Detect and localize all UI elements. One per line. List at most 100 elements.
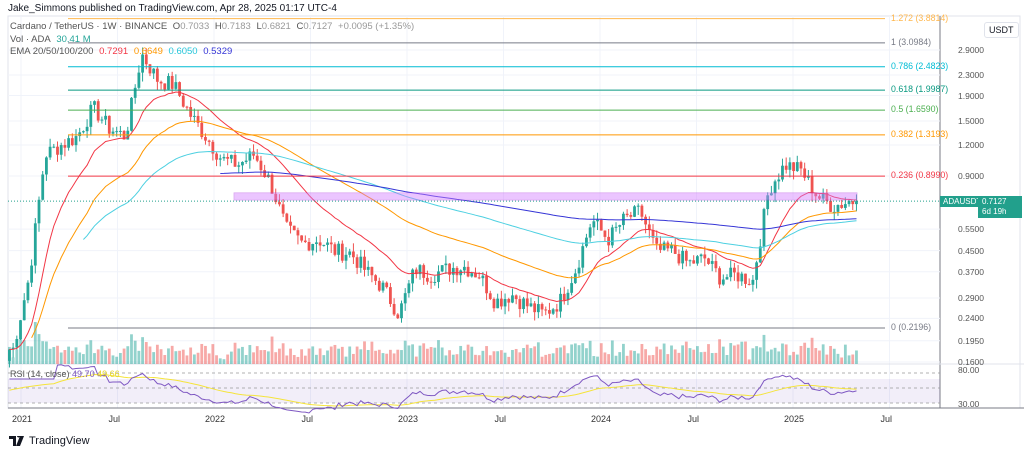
candle-body [821, 193, 825, 199]
volume-bar [640, 343, 644, 364]
candle-body [218, 158, 222, 160]
ohlc-row: Cardano / TetherUS · 1W · BINANCE O0.703… [10, 21, 417, 34]
ema-label[interactable]: EMA 20/50/100/200 [10, 46, 94, 57]
rsi-label[interactable]: RSI (14, close) [10, 369, 70, 379]
candle-body [629, 215, 633, 217]
candle-body [85, 126, 89, 132]
volume-bar [533, 346, 537, 364]
candle-body [707, 258, 710, 264]
volume-bar [655, 346, 659, 364]
volume-bar [263, 350, 267, 364]
candle-body [769, 193, 773, 196]
tradingview-logo[interactable]: TradingView [9, 435, 90, 447]
candle-body [762, 209, 766, 247]
price-tick: 0.1950 [958, 335, 984, 346]
candle-body [385, 282, 389, 288]
volume-bar [448, 350, 451, 364]
candle-body [370, 266, 374, 276]
volume-bar [130, 334, 133, 364]
candle-body [714, 261, 718, 269]
candle-body [806, 176, 810, 178]
ema200-value: 0.5329 [203, 46, 233, 57]
candle-body [241, 161, 244, 166]
symbol-badge: ADAUSDT [940, 196, 985, 207]
candle-body [96, 101, 100, 121]
fib-label: 0.382 (1.3193) [891, 128, 949, 139]
resistance-zone [233, 192, 858, 201]
currency-label[interactable]: USDT [984, 22, 1019, 38]
volume-bar [562, 345, 566, 364]
candle-body [681, 250, 685, 264]
volume-bar [729, 343, 733, 364]
candle-body [544, 309, 548, 311]
volume-bar [107, 348, 111, 364]
volume-bar [511, 349, 514, 364]
volume-bar [451, 354, 455, 364]
volume-bar [522, 348, 525, 364]
price-tick: 0.5500 [958, 224, 984, 235]
volume-bar [185, 355, 189, 364]
candle-body [22, 300, 26, 321]
volume-bar [19, 338, 22, 364]
volume-bar [281, 343, 285, 364]
volume-bar [170, 345, 174, 364]
candle-body [259, 160, 263, 171]
candle-body [67, 138, 71, 148]
volume-bar [352, 353, 355, 364]
volume-bar [769, 349, 773, 364]
high-value: 0.7183 [221, 21, 251, 32]
volume-bar [233, 342, 237, 364]
candle-body [462, 266, 466, 271]
volume-bar [588, 340, 592, 364]
candle-body [229, 154, 233, 159]
candle-body [732, 267, 736, 273]
candle-body [437, 271, 440, 282]
candle-body [196, 115, 200, 123]
volume-bar [218, 358, 222, 364]
candle-body [207, 140, 211, 142]
candle-body [511, 295, 514, 303]
volume-label[interactable]: Vol · ADA [10, 33, 51, 45]
volume-bar [777, 351, 781, 364]
candle-body [540, 304, 544, 310]
candle-body [307, 242, 311, 251]
candle-body [155, 68, 159, 82]
volume-bar [407, 345, 411, 364]
candle-body [810, 176, 814, 194]
volume-bar [566, 353, 570, 364]
volume-bar [104, 350, 107, 364]
volume-bar [507, 356, 511, 364]
candle-body [289, 221, 292, 226]
volume-bar [289, 348, 292, 364]
time-tick: Jul [880, 414, 893, 424]
candle-body [322, 244, 326, 246]
volume-bar [829, 346, 832, 364]
volume-bar [681, 345, 685, 364]
volume-bar [48, 348, 52, 364]
symbol-title[interactable]: Cardano / TetherUS · 1W · BINANCE [10, 21, 168, 32]
price-tick: 1.9000 [958, 90, 984, 101]
volume-bar [470, 346, 474, 364]
candle-body [174, 82, 178, 89]
candle-body [703, 254, 707, 259]
volume-bar [744, 341, 747, 364]
candle-body [300, 235, 304, 241]
candle-body [366, 266, 370, 270]
candle-body [529, 303, 533, 307]
candle-body [614, 226, 618, 228]
price-tick: 0.1600 [958, 357, 984, 368]
rsi-ma-value: 49.66 [97, 369, 120, 379]
volume-bar [344, 356, 348, 364]
volume-bar [381, 353, 385, 364]
volume-bar [411, 344, 414, 364]
candle-body [751, 279, 755, 285]
candle-body [836, 204, 840, 212]
volume-bar [799, 345, 803, 364]
volume-bar [311, 346, 315, 364]
candle-body [570, 283, 574, 293]
change-value: +0.0095 (+1.35%) [338, 21, 415, 32]
volume-bar [133, 340, 137, 364]
volume-bar [559, 347, 562, 364]
volume-bar [485, 346, 488, 364]
